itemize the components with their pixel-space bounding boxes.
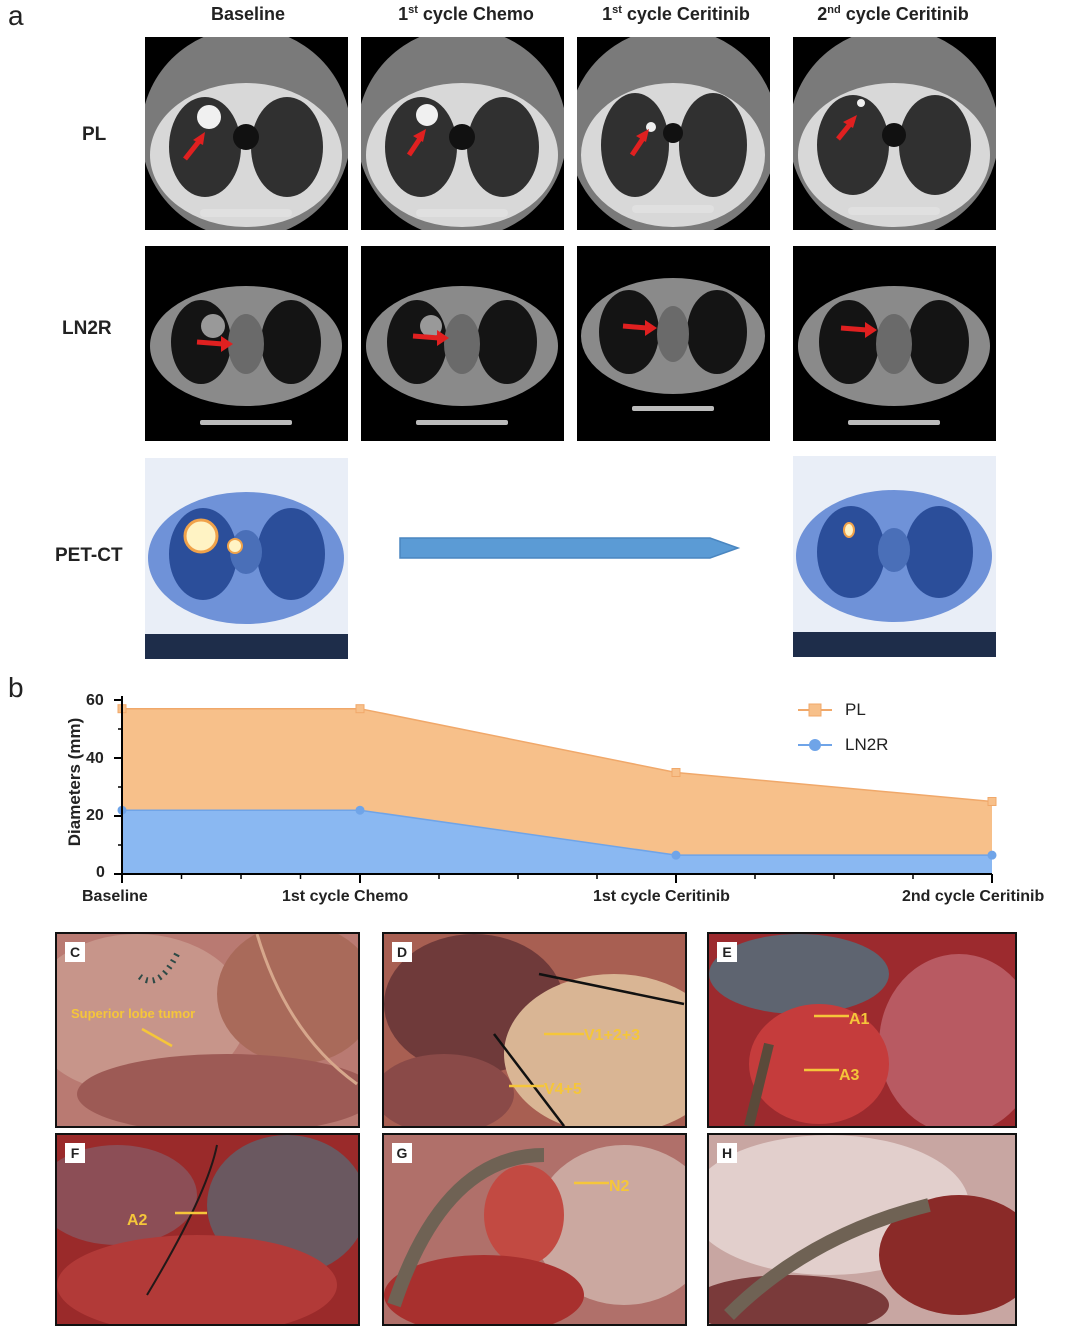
surgical-photo-e: A1 A3 E xyxy=(707,932,1017,1128)
annotation-v1-2-3: V1+2+3 xyxy=(584,1027,640,1044)
column-header-baseline: Baseline xyxy=(210,4,286,24)
legend-label-pl: PL xyxy=(845,700,866,719)
y-tick-label: 40 xyxy=(86,750,104,767)
line-pl xyxy=(122,707,993,803)
annotation-n2: N2 xyxy=(609,1178,630,1195)
legend-label-ln2r: LN2R xyxy=(845,735,889,754)
surgical-photo-c: Superior lobe tumor C xyxy=(55,932,360,1128)
line-ln2r xyxy=(122,809,992,856)
y-tick-label: 20 xyxy=(86,807,104,824)
point-pl xyxy=(987,797,997,806)
ct-scan-ln2r-ceritinib-2 xyxy=(793,246,996,441)
y-tick-label: 60 xyxy=(86,692,104,709)
photo-letter-g: G xyxy=(392,1143,412,1163)
progression-arrow xyxy=(399,537,741,559)
pet-ct-scan-baseline xyxy=(145,458,348,659)
ct-scan-pl-ceritinib-1 xyxy=(577,37,770,230)
ct-scan-pl-ceritinib-2 xyxy=(793,37,996,230)
ct-scan-ln2r-baseline xyxy=(145,246,348,441)
photo-letter-d: D xyxy=(392,942,412,962)
point-pl xyxy=(671,768,681,777)
point-ln2r xyxy=(987,850,997,860)
pet-ct-scan-ceritinib-2 xyxy=(793,456,996,657)
row-label-ln2r: LN2R xyxy=(62,318,112,339)
column-header-chemo: 1st cycle Chemo xyxy=(398,4,534,24)
annotation-superior-lobe-tumor: Superior lobe tumor xyxy=(71,1006,195,1021)
panel-letter-b: b xyxy=(8,672,24,703)
diameter-chart xyxy=(114,696,997,883)
point-ln2r xyxy=(671,850,681,860)
surgical-photo-d: V1+2+3 V4+5 D xyxy=(382,932,687,1128)
surgical-photo-f: A2 F xyxy=(55,1133,360,1326)
photo-letter-f: F xyxy=(65,1143,85,1163)
x-tick-label: 1st cycle Ceritinib xyxy=(593,888,730,905)
x-tick-label: 2nd cycle Ceritinib xyxy=(902,888,1045,905)
ct-scan-ln2r-ceritinib-1 xyxy=(577,246,770,441)
y-tick-label: 0 xyxy=(96,864,105,881)
point-pl xyxy=(355,704,365,714)
photo-letter-c: C xyxy=(65,942,85,962)
ct-scan-pl-baseline xyxy=(145,37,348,230)
x-tick-label: 1st cycle Chemo xyxy=(282,888,409,905)
annotation-a3: A3 xyxy=(839,1067,860,1084)
legend-markers xyxy=(798,703,832,751)
point-ln2r xyxy=(355,805,365,815)
surgical-photo-g: N2 G xyxy=(382,1133,687,1326)
row-label-pet-ct: PET-CT xyxy=(55,545,123,566)
photo-letter-e: E xyxy=(717,942,737,962)
column-header-ceritinib-2: 2nd cycle Ceritinib xyxy=(817,4,969,24)
ct-scan-ln2r-chemo xyxy=(361,246,564,441)
column-header-ceritinib-1: 1st cycle Ceritinib xyxy=(602,4,750,24)
x-tick-label: Baseline xyxy=(82,888,148,905)
row-label-pl: PL xyxy=(82,124,107,145)
ct-scan-pl-chemo xyxy=(361,37,564,230)
annotation-a2: A2 xyxy=(127,1212,148,1229)
photo-letter-h: H xyxy=(717,1143,737,1163)
annotation-a1: A1 xyxy=(849,1011,870,1028)
area-ln2r xyxy=(122,810,992,874)
panel-letter-a: a xyxy=(8,0,24,31)
annotation-v4-5: V4+5 xyxy=(544,1081,582,1098)
surgical-photo-h: H xyxy=(707,1133,1017,1326)
